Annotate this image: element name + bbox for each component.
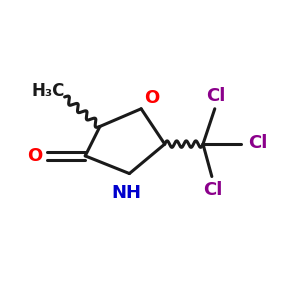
Text: O: O [28, 147, 43, 165]
Text: H₃C: H₃C [32, 82, 65, 100]
Text: Cl: Cl [204, 181, 223, 199]
Text: NH: NH [111, 184, 141, 202]
Text: Cl: Cl [248, 134, 267, 152]
Text: O: O [144, 89, 159, 107]
Text: Cl: Cl [207, 86, 226, 104]
